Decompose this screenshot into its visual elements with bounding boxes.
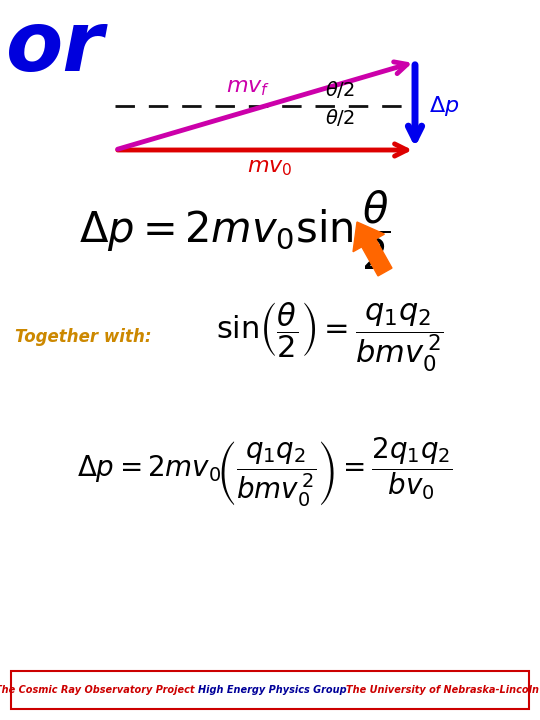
Text: $\Delta p = 2mv_0\!\left(\dfrac{q_1 q_2}{bmv_0^{\,2}}\right) = \dfrac{2q_1 q_2}{: $\Delta p = 2mv_0\!\left(\dfrac{q_1 q_2}…	[77, 435, 453, 509]
Text: $mv_0$: $mv_0$	[247, 158, 293, 178]
Text: $mv_f$: $mv_f$	[226, 78, 270, 98]
Text: $\sin\!\left(\dfrac{\theta}{2}\right) = \dfrac{q_1 q_2}{bmv_0^{\,2}}$: $\sin\!\left(\dfrac{\theta}{2}\right) = …	[216, 300, 444, 374]
Text: $\theta/2$: $\theta/2$	[325, 107, 355, 127]
Text: $\Delta p$: $\Delta p$	[429, 94, 459, 118]
Text: $\Delta p = 2mv_0 \sin\dfrac{\theta}{2}$: $\Delta p = 2mv_0 \sin\dfrac{\theta}{2}$	[79, 189, 391, 271]
Text: Together with:: Together with:	[15, 328, 152, 346]
FancyArrow shape	[353, 222, 392, 276]
Text: or: or	[6, 7, 104, 89]
Text: The University of Nebraska-Lincoln: The University of Nebraska-Lincoln	[347, 685, 539, 695]
Text: High Energy Physics Group: High Energy Physics Group	[198, 685, 346, 695]
Text: $\theta/2$: $\theta/2$	[325, 79, 355, 101]
Text: The Cosmic Ray Observatory Project: The Cosmic Ray Observatory Project	[0, 685, 195, 695]
FancyBboxPatch shape	[11, 671, 529, 709]
